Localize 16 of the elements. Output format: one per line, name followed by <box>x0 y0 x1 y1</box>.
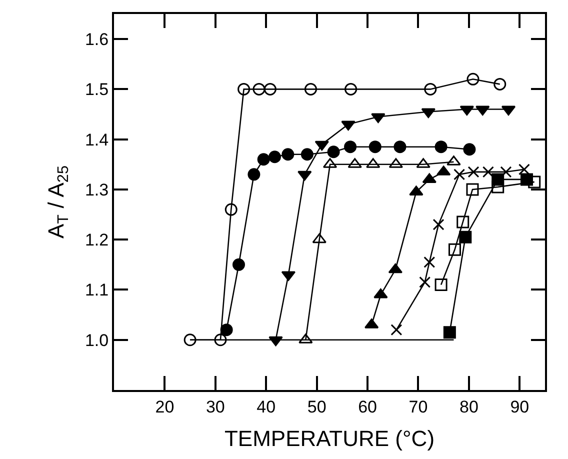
y-tick-label: 1.4 <box>84 130 109 150</box>
y-tick-label: 1.2 <box>84 230 109 250</box>
x-tick-label: 40 <box>256 397 276 416</box>
x-tick-label: 70 <box>408 397 428 416</box>
x-axis-title: TEMPERATURE (°C) <box>224 426 435 451</box>
y-tick-label: 1.1 <box>84 280 109 300</box>
y-tick-label: 1.3 <box>84 180 109 200</box>
x-tick-label: 60 <box>358 397 377 416</box>
x-tick-label: 20 <box>155 397 174 416</box>
y-tick-label: 1.5 <box>84 80 109 100</box>
x-tick-label: 50 <box>307 397 326 416</box>
y-tick-label: 1.0 <box>84 330 109 350</box>
y-tick-label: 1.6 <box>84 30 109 50</box>
x-tick-label: 30 <box>206 397 225 416</box>
x-tick-label: 90 <box>510 397 530 416</box>
x-tick-label: 80 <box>459 397 478 416</box>
